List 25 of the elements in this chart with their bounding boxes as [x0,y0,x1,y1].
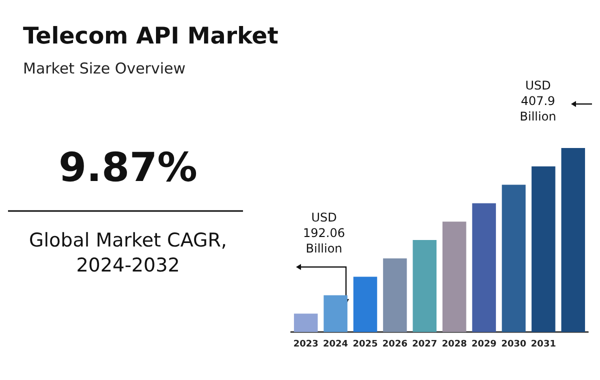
bar [353,276,378,332]
x-tick-label: 2029 [472,340,497,350]
x-tick-label: 2031 [530,340,556,350]
x-tick-label: 2025 [352,340,378,350]
bar [383,258,407,332]
x-tick-label: 2024 [323,340,348,350]
x-tick-label: 2023 [293,340,318,350]
chart-title: Telecom API Market [23,24,278,50]
bar [532,166,556,332]
text: 9.87% [58,145,198,191]
x-tick-label: 2026 [382,340,408,350]
bar [561,148,586,332]
x-tick-label: 2027 [412,340,438,350]
annotation: USD 192.06 Billion [303,210,345,256]
bar [294,314,318,332]
bar [412,240,437,332]
x-tick-label: 2028 [442,340,467,350]
text: USD 407.9 Billion [520,78,556,124]
bar [502,184,526,332]
x-tick-label: 2030 [501,340,526,350]
bar [472,203,496,332]
bar [442,222,466,332]
bar [324,295,348,332]
text: Market Size Overview [23,60,186,78]
text: Global Market CAGR, 2024-2032 [29,230,227,276]
